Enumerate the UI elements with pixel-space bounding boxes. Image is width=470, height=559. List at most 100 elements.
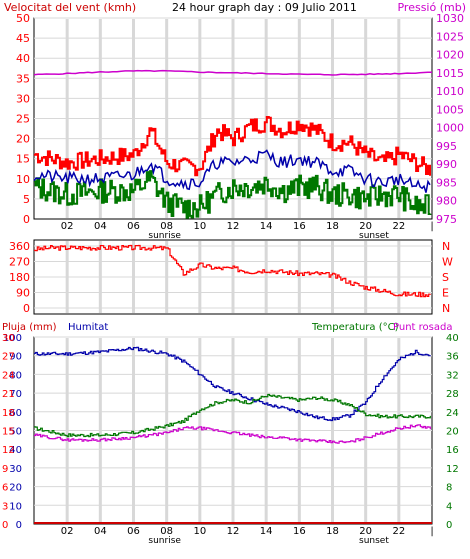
wind-speed-tick-label: 50 xyxy=(16,12,30,25)
x-axis-hour-label: 14 xyxy=(260,221,273,232)
wind-speed-tick-label: 45 xyxy=(16,32,30,45)
x-axis-hour-label: 12 xyxy=(227,221,240,232)
x-axis-hour-label: 20 xyxy=(359,221,372,232)
wind-direction-tick-label: 360 xyxy=(9,240,30,253)
pressure-tick-label: 1030 xyxy=(436,12,464,25)
temperature-tick-label: 20 xyxy=(446,427,459,438)
x-axis-hour-label: 08 xyxy=(160,221,173,232)
wind-direction-tick-label: 0 xyxy=(23,302,30,315)
humidity-tick-label: 60 xyxy=(9,408,22,419)
rain-tick-label: 0 xyxy=(2,520,8,531)
humidity-tick-label: 70 xyxy=(9,389,22,400)
sunrise-marker-label: sunrise xyxy=(148,536,181,546)
pressure-tick-label: 1015 xyxy=(436,67,464,80)
x-axis-hour-label: 04 xyxy=(94,221,107,232)
compass-direction-label: W xyxy=(442,256,453,269)
x-axis-end-tick: | xyxy=(430,221,433,232)
wind-speed-tick-label: 10 xyxy=(16,173,30,186)
x-axis-hour-label: 22 xyxy=(392,526,405,537)
wind-speed-tick-label: 35 xyxy=(16,72,30,85)
wind-direction-tick-label: 90 xyxy=(16,287,30,300)
wind-speed-tick-label: 30 xyxy=(16,92,30,105)
x-axis-hour-label: 10 xyxy=(193,526,206,537)
pressure-tick-label: 1005 xyxy=(436,103,464,116)
x-axis-hour-label: 02 xyxy=(61,221,74,232)
x-axis-hour-label: 02 xyxy=(61,526,74,537)
wind-direction-tick-label: 180 xyxy=(9,271,30,284)
x-axis-hour-label: 16 xyxy=(293,526,306,537)
x-axis-hour-label: 08 xyxy=(160,526,173,537)
humidity-tick-label: 20 xyxy=(9,483,22,494)
pressure-tick-label: 980 xyxy=(436,195,457,208)
temperature-tick-label: 0 xyxy=(446,520,452,531)
temperature-tick-label: 24 xyxy=(446,408,459,419)
x-axis-hour-label: 12 xyxy=(227,526,240,537)
wind-speed-tick-label: 20 xyxy=(16,133,30,146)
x-axis-hour-label: 04 xyxy=(94,526,107,537)
humidity-series-line xyxy=(34,346,431,422)
sunset-marker-label: sunset xyxy=(359,231,389,241)
sunset-marker-label: sunset xyxy=(359,536,389,546)
x-axis-hour-label: 10 xyxy=(193,221,206,232)
x-axis-hour-label: 18 xyxy=(326,526,339,537)
pressure-series-line xyxy=(33,69,432,76)
wind-speed-tick-label: 25 xyxy=(16,113,30,126)
wind-direction-series-line xyxy=(34,244,431,298)
temperature-tick-label: 36 xyxy=(446,352,459,363)
humidity-tick-label: 30 xyxy=(9,464,22,475)
rain-tick-label: 3 xyxy=(2,501,8,512)
pressure-tick-label: 1025 xyxy=(436,30,464,43)
humidity-tick-label: 40 xyxy=(9,445,22,456)
rain-tick-label: 30 xyxy=(2,333,15,344)
rain-tick-label: 27 xyxy=(2,352,15,363)
humidity-tick-label: 0 xyxy=(16,520,22,531)
dewpoint-series-line xyxy=(34,424,431,444)
x-axis-end-tick: | xyxy=(430,526,433,537)
rain-tick-label: 24 xyxy=(2,370,15,381)
rain-tick-label: 18 xyxy=(2,408,15,419)
temperature-tick-label: 12 xyxy=(446,464,459,475)
temperature-tick-label: 16 xyxy=(446,445,459,456)
wind-speed-tick-label: 5 xyxy=(23,193,30,206)
wind-direction-tick-label: 270 xyxy=(9,256,30,269)
rain-tick-label: 15 xyxy=(2,427,15,438)
compass-direction-label: S xyxy=(442,271,449,284)
wind-gust-series-line xyxy=(34,116,431,177)
wind-speed-tick-label: 40 xyxy=(16,52,30,65)
wind-min-series-line xyxy=(34,170,432,219)
temperature-tick-label: 8 xyxy=(446,483,452,494)
humidity-tick-label: 50 xyxy=(9,427,22,438)
temperature-tick-label: 28 xyxy=(446,389,459,400)
pressure-tick-label: 1020 xyxy=(436,49,464,62)
rain-tick-label: 9 xyxy=(2,464,8,475)
temperature-series-line xyxy=(34,393,431,438)
wind-speed-tick-label: 0 xyxy=(23,213,30,226)
x-axis-hour-label: 06 xyxy=(127,526,140,537)
x-axis-hour-label: 18 xyxy=(326,221,339,232)
pressure-tick-label: 990 xyxy=(436,158,457,171)
x-axis-hour-label: 20 xyxy=(359,526,372,537)
sunrise-marker-label: sunrise xyxy=(148,231,181,241)
pressure-tick-label: 975 xyxy=(436,213,457,226)
humidity-tick-label: 80 xyxy=(9,370,22,381)
compass-direction-label: N xyxy=(442,302,450,315)
pressure-tick-label: 1000 xyxy=(436,122,464,135)
pressure-tick-label: 995 xyxy=(436,140,457,153)
wind-speed-tick-label: 15 xyxy=(16,153,30,166)
wind-average-series-line xyxy=(33,149,431,193)
temperature-tick-label: 40 xyxy=(446,333,459,344)
pressure-tick-label: 1010 xyxy=(436,85,464,98)
humidity-tick-label: 10 xyxy=(9,501,22,512)
compass-direction-label: E xyxy=(442,287,449,300)
temperature-tick-label: 4 xyxy=(446,501,452,512)
x-axis-hour-label: 22 xyxy=(392,221,405,232)
x-axis-hour-label: 14 xyxy=(260,526,273,537)
humidity-tick-label: 90 xyxy=(9,352,22,363)
rain-tick-label: 6 xyxy=(2,483,8,494)
humidity-tick-label: 100 xyxy=(3,333,22,344)
temperature-tick-label: 32 xyxy=(446,370,459,381)
x-axis-hour-label: 16 xyxy=(293,221,306,232)
pressure-tick-label: 985 xyxy=(436,176,457,189)
rain-tick-label: 21 xyxy=(2,389,15,400)
